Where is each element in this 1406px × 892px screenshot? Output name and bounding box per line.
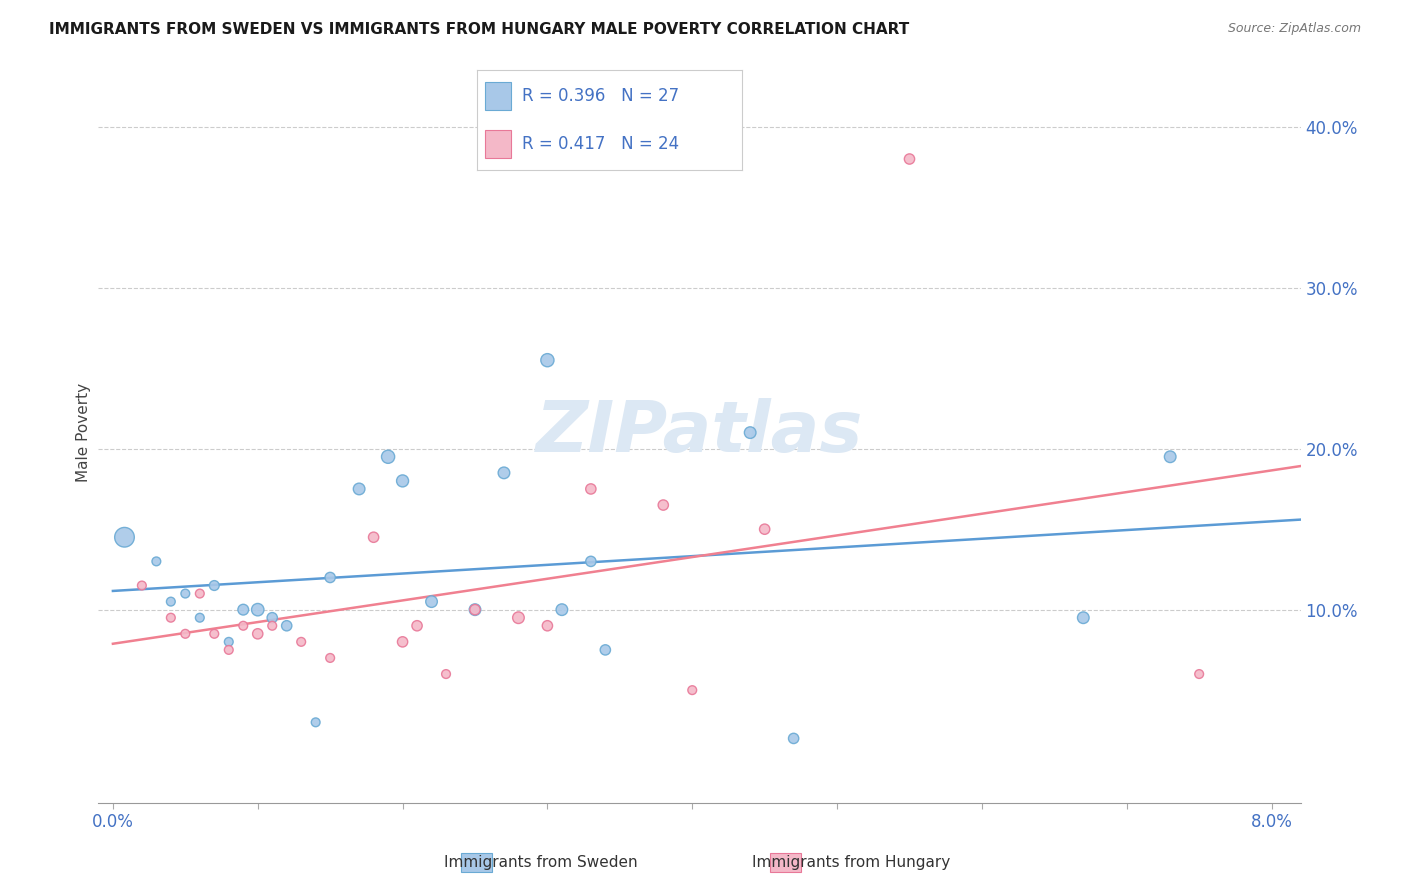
Point — [218, 635, 240, 649]
Point — [114, 530, 136, 544]
Point — [202, 627, 225, 641]
Point — [174, 627, 197, 641]
Point — [290, 635, 312, 649]
Point — [391, 635, 413, 649]
Point — [464, 602, 486, 616]
Point — [319, 570, 342, 584]
Point — [188, 611, 211, 625]
Point — [492, 466, 515, 480]
Point — [1071, 611, 1094, 625]
Point — [1188, 667, 1211, 681]
Point — [262, 619, 284, 633]
Point — [174, 586, 197, 600]
Point — [377, 450, 399, 464]
Y-axis label: Male Poverty: Male Poverty — [76, 383, 91, 483]
Text: IMMIGRANTS FROM SWEDEN VS IMMIGRANTS FROM HUNGARY MALE POVERTY CORRELATION CHART: IMMIGRANTS FROM SWEDEN VS IMMIGRANTS FRO… — [49, 22, 910, 37]
Point — [420, 594, 443, 608]
Point — [160, 611, 183, 625]
Point — [363, 530, 385, 544]
Point — [145, 554, 167, 568]
Point — [319, 651, 342, 665]
Point — [464, 602, 486, 616]
Point — [391, 474, 413, 488]
Point — [188, 586, 211, 600]
Text: Immigrants from Sweden: Immigrants from Sweden — [444, 855, 638, 870]
Point — [202, 578, 225, 592]
Point — [595, 643, 617, 657]
Point — [160, 594, 183, 608]
Text: Source: ZipAtlas.com: Source: ZipAtlas.com — [1227, 22, 1361, 36]
Point — [754, 522, 776, 536]
Point — [434, 667, 457, 681]
Point — [782, 731, 804, 746]
Point — [276, 619, 298, 633]
Point — [262, 611, 284, 625]
Point — [246, 602, 269, 616]
Point — [740, 425, 762, 440]
Point — [347, 482, 370, 496]
Point — [1159, 450, 1181, 464]
Point — [246, 627, 269, 641]
Point — [406, 619, 429, 633]
Point — [508, 611, 530, 625]
Point — [131, 578, 153, 592]
Point — [218, 643, 240, 657]
Text: ZIPatlas: ZIPatlas — [536, 398, 863, 467]
Point — [551, 602, 574, 616]
Point — [579, 482, 602, 496]
Point — [898, 152, 921, 166]
Point — [305, 715, 328, 730]
Point — [681, 683, 703, 698]
Point — [579, 554, 602, 568]
Text: Immigrants from Hungary: Immigrants from Hungary — [751, 855, 950, 870]
Point — [536, 353, 558, 368]
Point — [232, 619, 254, 633]
Point — [536, 619, 558, 633]
Point — [652, 498, 675, 512]
Point — [232, 602, 254, 616]
